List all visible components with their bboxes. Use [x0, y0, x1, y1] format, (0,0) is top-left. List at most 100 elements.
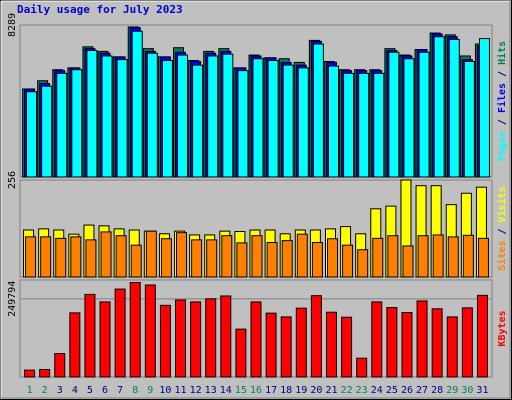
- bar-sites-day-16: [251, 235, 263, 278]
- bar-pages-day-23: [358, 72, 370, 178]
- bar-pages-day-11: [177, 54, 189, 178]
- bar-pages-day-24: [373, 72, 385, 178]
- bar-sites-day-13: [206, 239, 218, 278]
- bar-sites-day-17: [266, 242, 278, 278]
- bar-sites-day-29: [447, 236, 459, 278]
- bar-kbytes-day-18: [280, 316, 292, 378]
- bar-kbytes-day-31: [476, 294, 488, 378]
- bar-pages-day-9: [146, 52, 158, 178]
- bar-sites-day-22: [342, 244, 354, 278]
- bar-kbytes-day-17: [265, 312, 277, 378]
- x-tick-label: 18: [280, 385, 292, 396]
- bar-kbytes-day-8: [129, 282, 141, 378]
- legend-files: Files: [496, 83, 508, 113]
- bar-sites-day-7: [115, 235, 127, 278]
- bar-pages-day-20: [312, 43, 324, 178]
- x-tick-label: 26: [401, 385, 413, 396]
- bar-sites-day-23: [357, 249, 369, 278]
- bar-kbytes-day-14: [220, 295, 232, 378]
- bar-pages-day-5: [86, 49, 98, 178]
- bar-sites-day-6: [100, 231, 112, 278]
- bar-kbytes-day-4: [69, 312, 81, 378]
- bar-kbytes-day-23: [356, 357, 368, 378]
- bar-kbytes-day-27: [416, 300, 428, 378]
- bar-kbytes-day-29: [446, 316, 458, 378]
- x-tick-label: 4: [72, 385, 78, 396]
- bar-sites-day-1: [25, 236, 37, 278]
- legend-sites: Sites: [496, 241, 508, 271]
- x-tick-label: 11: [174, 385, 186, 396]
- y-tick-label: 256: [7, 171, 18, 189]
- bar-kbytes-day-22: [341, 316, 353, 378]
- bar-sites-day-2: [40, 236, 52, 278]
- x-tick-label: 8: [132, 385, 138, 396]
- panel-middle: 256 Sites / Visits: [7, 171, 508, 278]
- bar-kbytes-day-3: [54, 353, 66, 378]
- x-tick-label: 13: [205, 385, 217, 396]
- x-tick-label: 21: [325, 385, 337, 396]
- y-tick-label: 249794: [7, 281, 18, 317]
- bar-sites-day-14: [221, 235, 233, 278]
- bar-pages-day-30: [463, 60, 475, 178]
- bar-sites-day-27: [417, 235, 429, 278]
- bar-kbytes-day-10: [159, 304, 171, 378]
- bar-sites-day-31: [477, 237, 489, 278]
- bar-sites-day-28: [432, 234, 444, 278]
- bar-pages-day-2: [41, 85, 53, 178]
- bar-pages-day-22: [343, 72, 355, 178]
- bar-pages-day-13: [207, 55, 219, 178]
- bar-sites-day-20: [311, 242, 323, 278]
- bar-kbytes-day-16: [250, 301, 262, 378]
- x-tick-label: 1: [27, 385, 33, 396]
- bar-pages-day-26: [403, 58, 415, 178]
- bar-kbytes-day-12: [190, 301, 202, 378]
- x-tick-label: 5: [87, 385, 93, 396]
- x-tick-label: 29: [446, 385, 458, 396]
- x-tick-label: 28: [431, 385, 443, 396]
- x-tick-label: 19: [295, 385, 307, 396]
- bar-pages-day-12: [192, 64, 204, 178]
- x-tick-label: 2: [42, 385, 48, 396]
- x-tick-label: 7: [117, 385, 123, 396]
- bar-sites-day-12: [191, 239, 203, 278]
- bar-pages-day-3: [56, 72, 68, 178]
- bar-pages-day-1: [26, 91, 38, 178]
- bar-pages-day-21: [327, 65, 339, 178]
- x-tick-label: 3: [57, 385, 63, 396]
- bar-pages-day-10: [161, 60, 173, 178]
- x-tick-label: 6: [102, 385, 108, 396]
- bar-kbytes-day-25: [386, 307, 398, 378]
- bar-pages-day-29: [448, 38, 460, 178]
- bar-pages-day-4: [71, 69, 83, 178]
- legend-hits: Hits: [496, 41, 508, 65]
- bar-kbytes-day-11: [175, 299, 187, 378]
- bar-pages-day-6: [101, 55, 113, 178]
- x-tick-label: 31: [476, 385, 488, 396]
- x-tick-label: 16: [250, 385, 262, 396]
- x-tick-label: 17: [265, 385, 277, 396]
- bar-pages-day-28: [433, 36, 445, 178]
- bar-sites-day-4: [70, 236, 82, 278]
- bar-pages-day-15: [237, 70, 249, 178]
- legend-pages: Pages: [497, 131, 508, 161]
- bar-kbytes-day-24: [371, 301, 383, 378]
- bar-sites-day-5: [85, 239, 97, 278]
- x-tick-label: 14: [220, 385, 232, 396]
- y-tick-label: 8289: [7, 13, 18, 37]
- bar-pages-day-14: [222, 53, 234, 178]
- bar-kbytes-day-15: [235, 328, 247, 378]
- bar-sites-day-30: [462, 234, 474, 278]
- bar-pages-day-31: [478, 38, 490, 178]
- bar-pages-day-8: [131, 30, 143, 178]
- bar-pages-day-19: [297, 67, 309, 178]
- bar-kbytes-day-7: [114, 288, 126, 378]
- bar-sites-day-3: [55, 237, 67, 278]
- bar-kbytes-day-9: [144, 284, 156, 378]
- bar-kbytes-day-13: [205, 298, 217, 378]
- bar-sites-day-24: [372, 237, 384, 278]
- bar-sites-day-8: [130, 244, 142, 278]
- legend-middle: Sites / Visits: [496, 186, 508, 270]
- bar-kbytes-day-2: [39, 368, 51, 378]
